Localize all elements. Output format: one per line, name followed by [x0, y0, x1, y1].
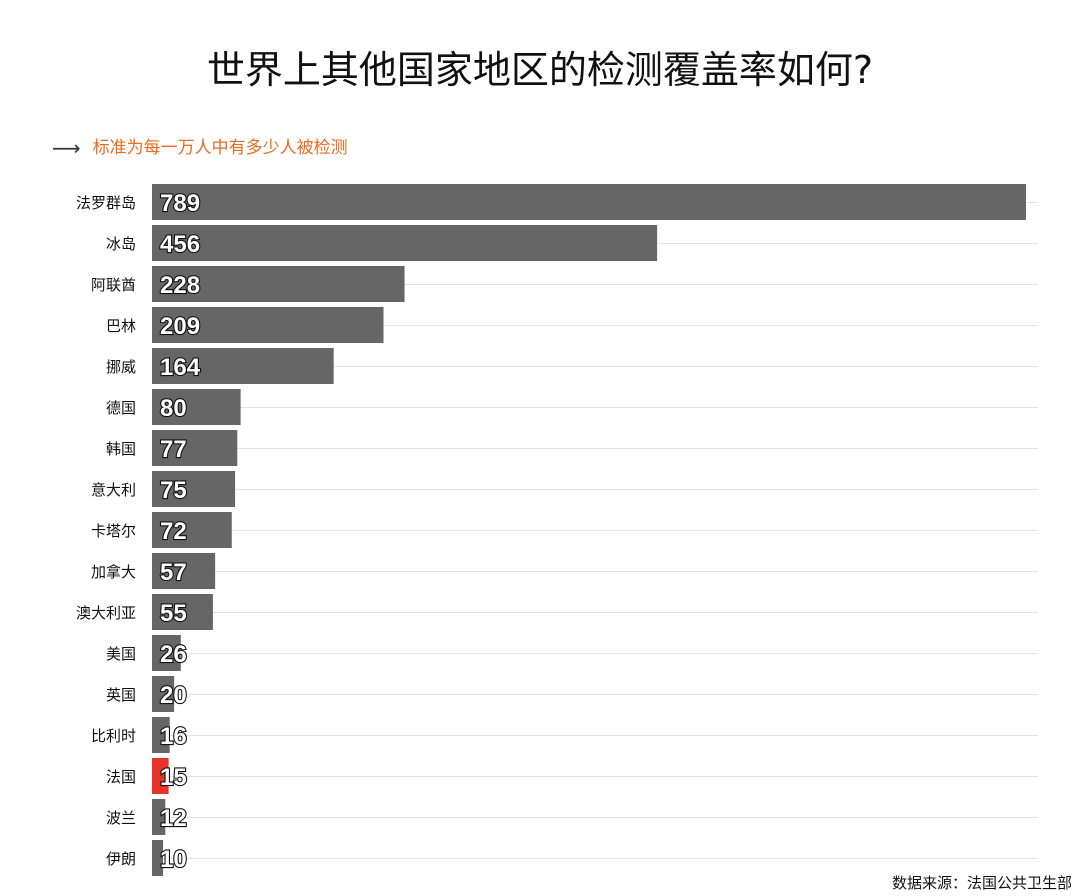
- category-label: 伊朗: [106, 850, 136, 868]
- chart-subtitle: 标准为每一万人中有多少人被检测: [92, 138, 348, 158]
- bar-17: [152, 840, 164, 876]
- value-label: 80: [160, 395, 187, 422]
- bar-1: [152, 184, 1026, 220]
- category-label: 挪威: [106, 358, 136, 376]
- bar-14: [152, 717, 170, 753]
- category-label: 澳大利亚: [76, 604, 136, 622]
- bar-16: [152, 799, 166, 835]
- arrow-right-icon: ⟶: [52, 136, 81, 160]
- bar-7: [152, 430, 238, 466]
- category-label: 法国: [106, 768, 136, 786]
- value-label: 16: [160, 723, 187, 750]
- chart-title: 世界上其他国家地区的检测覆盖率如何?: [206, 48, 874, 92]
- bar-3: [152, 266, 405, 302]
- value-label: 789: [160, 190, 200, 217]
- category-label: 加拿大: [91, 563, 136, 581]
- bar-8: [152, 471, 236, 507]
- value-label: 77: [160, 436, 187, 463]
- bar-15: [152, 758, 169, 794]
- category-label: 阿联酋: [91, 276, 136, 294]
- value-label: 72: [160, 518, 187, 545]
- value-label: 164: [160, 354, 201, 381]
- value-label: 75: [160, 477, 187, 504]
- value-label: 15: [160, 764, 187, 791]
- category-label: 卡塔尔: [91, 522, 136, 540]
- value-label: 228: [160, 272, 200, 299]
- value-label: 456: [160, 231, 200, 258]
- category-label: 英国: [106, 686, 136, 704]
- bar-6: [152, 389, 241, 425]
- category-label: 法罗群岛: [76, 194, 136, 212]
- value-label: 12: [160, 805, 187, 832]
- value-label: 20: [160, 682, 187, 709]
- category-label: 意大利: [91, 481, 136, 499]
- bar-10: [152, 553, 216, 589]
- value-label: 209: [160, 313, 200, 340]
- value-label: 57: [160, 559, 187, 586]
- category-label: 波兰: [106, 809, 136, 827]
- bar-12: [152, 635, 181, 671]
- bar-4: [152, 307, 384, 343]
- bar-9: [152, 512, 232, 548]
- bar-2: [152, 225, 658, 261]
- category-label: 美国: [106, 645, 136, 663]
- value-label: 55: [160, 600, 187, 627]
- category-label: 冰岛: [106, 235, 136, 253]
- source-note: 数据来源：法国公共卫生部: [891, 874, 1072, 892]
- bar-5: [152, 348, 334, 384]
- category-label: 德国: [106, 399, 136, 417]
- value-label: 26: [160, 641, 187, 668]
- bar-11: [152, 594, 213, 630]
- category-label: 巴林: [106, 317, 136, 335]
- subtitle-row: ⟶ 标准为每一万人中有多少人被检测: [52, 134, 348, 162]
- value-label: 10: [160, 846, 187, 873]
- category-label: 韩国: [106, 440, 136, 458]
- bar-13: [152, 676, 175, 712]
- category-label: 比利时: [91, 727, 136, 745]
